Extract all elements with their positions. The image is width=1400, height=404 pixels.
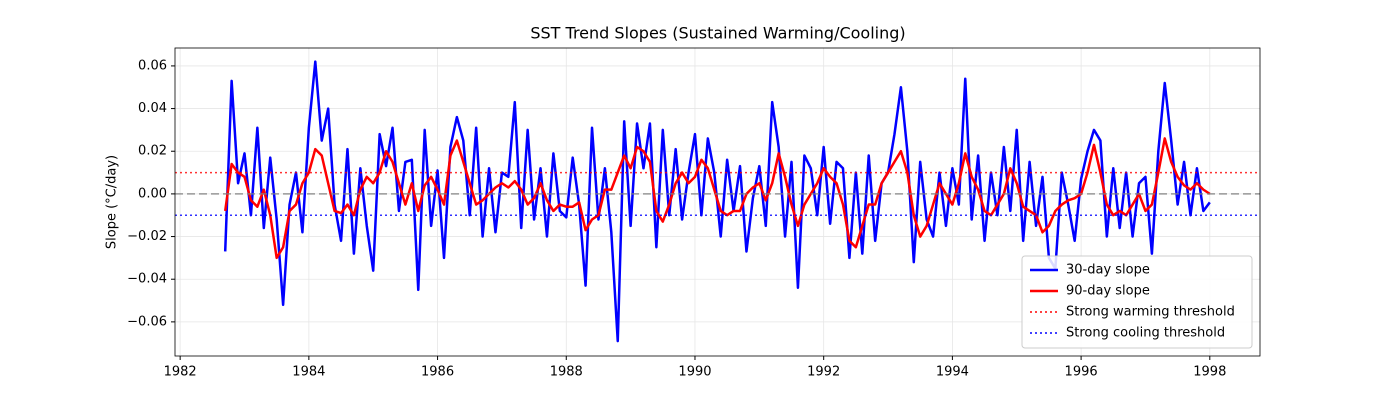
x-tick-label: 1982 <box>164 365 197 380</box>
y-axis-label: Slope (°C/day) <box>105 155 120 249</box>
legend-label: Strong warming threshold <box>1066 305 1235 320</box>
x-tick-label: 1988 <box>550 365 583 380</box>
y-tick-label: −0.06 <box>127 314 167 329</box>
y-tick-label: 0.04 <box>138 101 167 116</box>
legend-label: 30-day slope <box>1066 263 1150 278</box>
legend-label: Strong cooling threshold <box>1066 326 1225 341</box>
x-tick-label: 1986 <box>421 365 454 380</box>
x-tick-label: 1998 <box>1193 365 1226 380</box>
x-tick-label: 1990 <box>678 365 711 380</box>
x-tick-label: 1992 <box>807 365 840 380</box>
y-tick-label: 0.06 <box>138 58 167 73</box>
y-tick-label: 0.02 <box>138 144 167 159</box>
y-tick-label: −0.04 <box>127 272 167 287</box>
plot-frame <box>174 47 1261 357</box>
legend-label: 90-day slope <box>1066 284 1150 299</box>
x-tick-label: 1994 <box>936 365 969 380</box>
y-tick-label: −0.02 <box>127 229 167 244</box>
chart-title: SST Trend Slopes (Sustained Warming/Cool… <box>530 24 905 43</box>
x-tick-label: 1996 <box>1065 365 1098 380</box>
legend-box <box>1021 255 1253 349</box>
y-tick-label: 0.00 <box>138 186 167 201</box>
series-line <box>223 137 1211 260</box>
x-tick-label: 1984 <box>292 365 325 380</box>
